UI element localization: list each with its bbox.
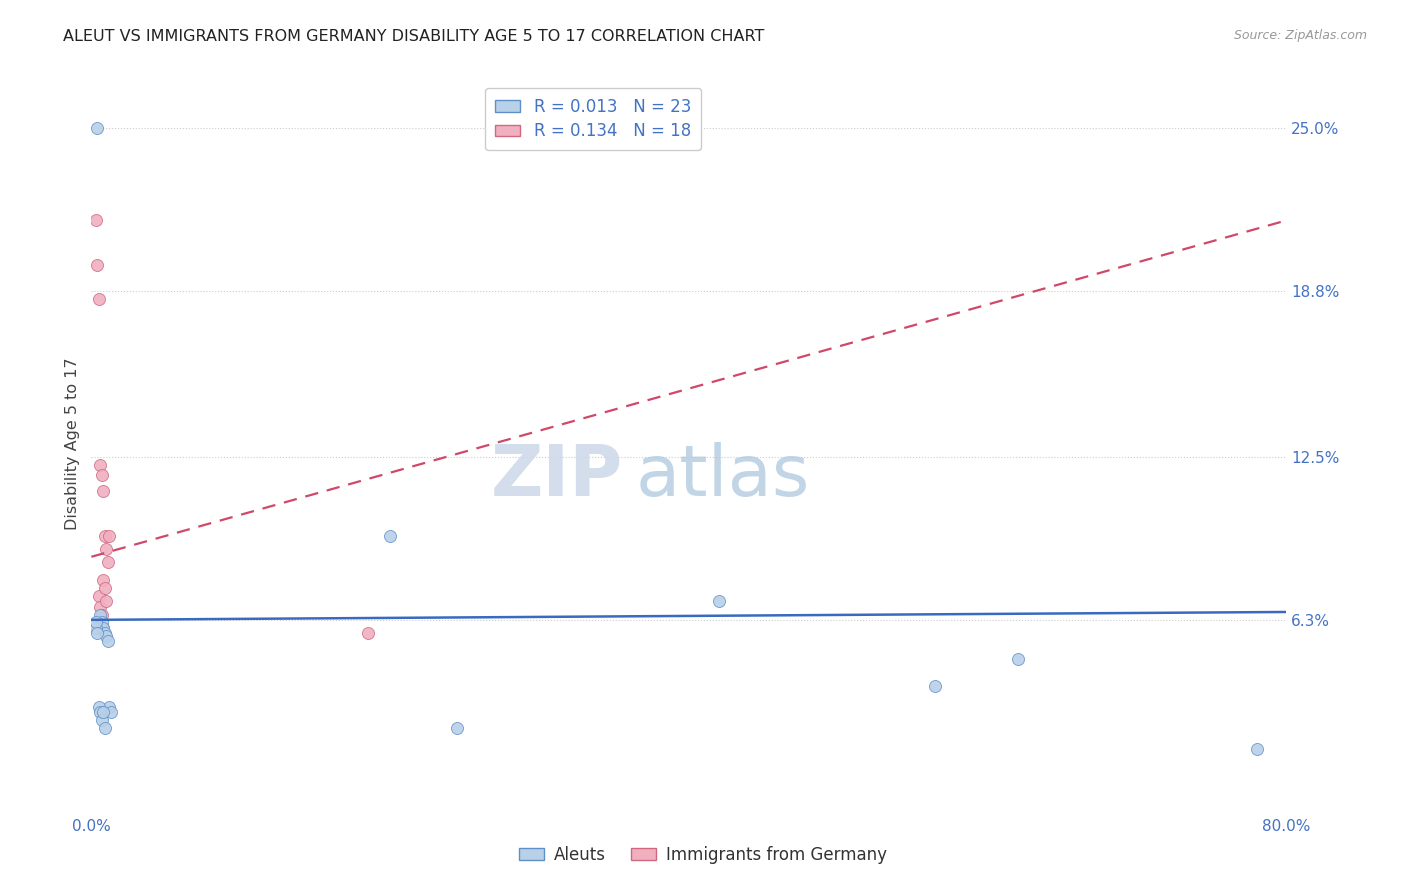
Point bbox=[89, 599, 111, 614]
Point bbox=[87, 292, 110, 306]
Point bbox=[94, 529, 117, 543]
Point bbox=[93, 705, 115, 719]
Text: ALEUT VS IMMIGRANTS FROM GERMANY DISABILITY AGE 5 TO 17 CORRELATION CHART: ALEUT VS IMMIGRANTS FROM GERMANY DISABIL… bbox=[63, 29, 765, 44]
Point bbox=[90, 607, 112, 622]
Point bbox=[96, 594, 118, 608]
Point bbox=[87, 699, 110, 714]
Point bbox=[86, 626, 108, 640]
Text: atlas: atlas bbox=[636, 442, 810, 511]
Point bbox=[98, 699, 121, 714]
Legend: Aleuts, Immigrants from Germany: Aleuts, Immigrants from Germany bbox=[512, 839, 894, 871]
Point bbox=[96, 541, 118, 556]
Point bbox=[446, 721, 468, 735]
Point bbox=[100, 705, 122, 719]
Point bbox=[94, 721, 117, 735]
Point bbox=[89, 705, 111, 719]
Point bbox=[89, 607, 111, 622]
Point bbox=[1246, 741, 1268, 756]
Point bbox=[380, 529, 402, 543]
Point bbox=[90, 713, 112, 727]
Point bbox=[94, 626, 117, 640]
Point bbox=[96, 629, 118, 643]
Point bbox=[97, 633, 120, 648]
Point bbox=[84, 621, 107, 635]
Point bbox=[93, 484, 115, 499]
Point bbox=[924, 679, 946, 693]
Point bbox=[89, 458, 111, 472]
Point bbox=[84, 615, 107, 630]
Point bbox=[357, 626, 380, 640]
Point bbox=[87, 589, 110, 603]
Point bbox=[94, 582, 117, 596]
Point bbox=[707, 594, 730, 608]
Point bbox=[86, 258, 108, 272]
Point bbox=[93, 621, 115, 635]
Point bbox=[98, 529, 121, 543]
Text: ZIP: ZIP bbox=[491, 442, 623, 511]
Point bbox=[84, 213, 107, 227]
Point bbox=[90, 468, 112, 483]
Text: Source: ZipAtlas.com: Source: ZipAtlas.com bbox=[1233, 29, 1367, 42]
Point bbox=[1007, 652, 1029, 666]
Point bbox=[93, 621, 115, 635]
Legend: R = 0.013   N = 23, R = 0.134   N = 18: R = 0.013 N = 23, R = 0.134 N = 18 bbox=[485, 87, 702, 151]
Point bbox=[93, 574, 115, 588]
Point bbox=[86, 121, 108, 136]
Point bbox=[90, 615, 112, 630]
Y-axis label: Disability Age 5 to 17: Disability Age 5 to 17 bbox=[65, 358, 80, 530]
Point bbox=[97, 555, 120, 569]
